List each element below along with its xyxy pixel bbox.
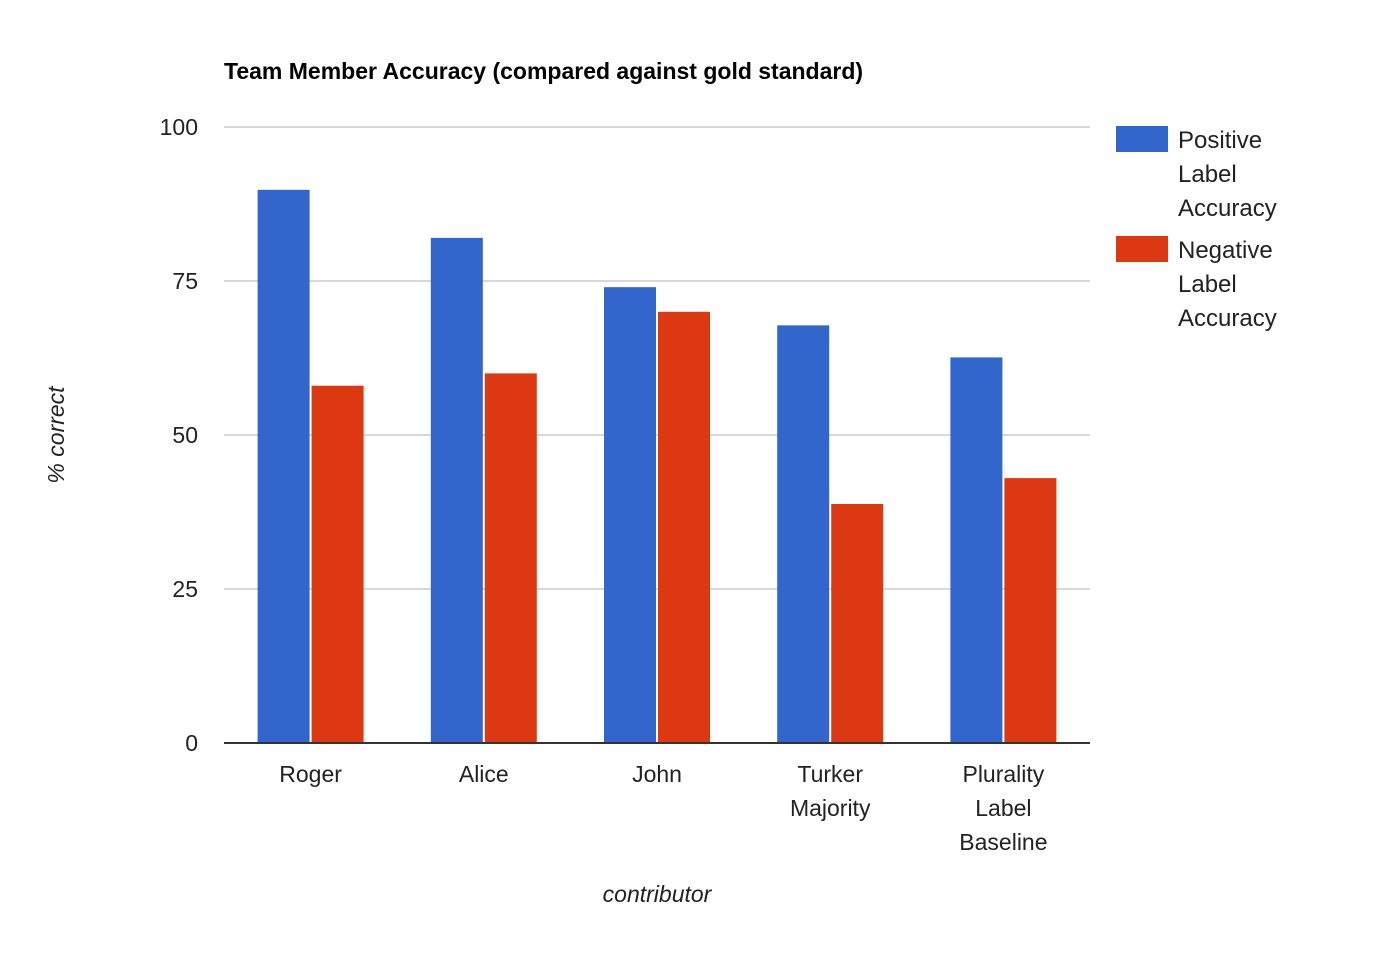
legend-swatch bbox=[1116, 126, 1168, 152]
x-category-label-line: Alice bbox=[459, 761, 509, 787]
x-category-label-line: Baseline bbox=[959, 829, 1047, 855]
x-axis-categories: Roger Alice John Turker Majority Plurality Lab… bbox=[279, 761, 1047, 855]
legend-label: Negative Label Accuracy bbox=[1178, 237, 1277, 332]
y-tick-label: 100 bbox=[160, 114, 198, 140]
legend-label-line: Accuracy bbox=[1178, 195, 1277, 222]
legend-label-line: Label bbox=[1178, 161, 1237, 188]
bar-series-1-cat-2 bbox=[658, 311, 710, 743]
x-category-label: Turker Majority bbox=[790, 761, 871, 821]
y-tick-label: 75 bbox=[172, 268, 198, 294]
x-category-label: Plurality Label Baseline bbox=[959, 761, 1047, 855]
x-category-label-line: Plurality bbox=[962, 761, 1044, 787]
x-category-label-line: Label bbox=[975, 795, 1031, 821]
x-category-label: Alice bbox=[459, 761, 509, 787]
x-category-label-line: Turker bbox=[797, 761, 863, 787]
y-axis-title: % correct bbox=[43, 385, 69, 484]
bar-series-0-cat-1 bbox=[430, 237, 483, 743]
bar-series-1-cat-1 bbox=[484, 373, 537, 743]
bar-series-0-cat-3 bbox=[777, 325, 830, 743]
x-category-label: Roger bbox=[279, 761, 342, 787]
gridlines bbox=[224, 126, 1090, 590]
bar-series-1-cat-0 bbox=[311, 385, 364, 743]
x-category-label-line: Roger bbox=[279, 761, 342, 787]
legend-label-line: Negative bbox=[1178, 237, 1273, 264]
y-tick-label: 25 bbox=[172, 576, 198, 602]
legend-swatch bbox=[1116, 236, 1168, 262]
chart-title: Team Member Accuracy (compared against g… bbox=[224, 58, 863, 84]
bar-series-0-cat-0 bbox=[257, 189, 310, 743]
bars bbox=[257, 189, 1057, 743]
bar-series-0-cat-2 bbox=[604, 287, 656, 743]
bar-series-0-cat-4 bbox=[950, 357, 1003, 743]
legend-label: Positive Label Accuracy bbox=[1178, 127, 1277, 222]
legend-label-line: Accuracy bbox=[1178, 305, 1277, 332]
x-category-label-line: Majority bbox=[790, 795, 871, 821]
legend-label-line: Positive bbox=[1178, 127, 1262, 154]
x-category-label: John bbox=[632, 761, 682, 787]
y-tick-label: 0 bbox=[185, 730, 198, 756]
legend: Positive Label Accuracy Negative Label Accura… bbox=[1116, 126, 1277, 332]
bar-series-1-cat-3 bbox=[831, 503, 884, 743]
y-axis-ticks: 0 25 50 75 100 bbox=[160, 114, 198, 756]
bar-series-1-cat-4 bbox=[1004, 478, 1057, 743]
x-category-label-line: John bbox=[632, 761, 682, 787]
x-axis-title: contributor bbox=[603, 881, 713, 907]
y-tick-label: 50 bbox=[172, 422, 198, 448]
legend-label-line: Label bbox=[1178, 271, 1237, 298]
